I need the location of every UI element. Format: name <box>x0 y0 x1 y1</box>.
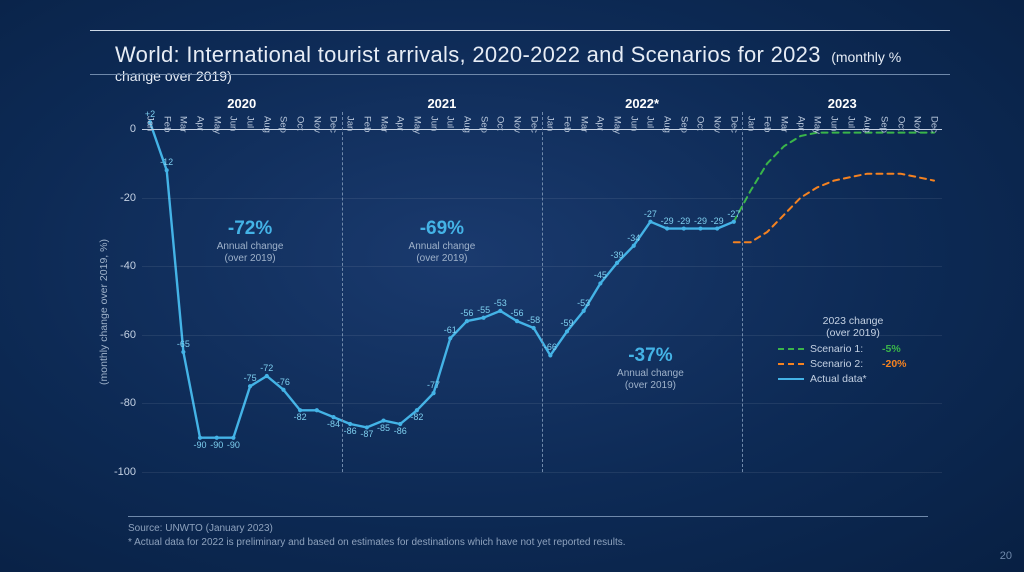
gridline <box>142 472 942 473</box>
month-label: Jul <box>245 116 256 128</box>
annual-change-value: -37% <box>595 345 705 367</box>
month-label: Aug <box>662 116 673 133</box>
year-separator <box>342 112 343 472</box>
annual-change-text: Annual change(over 2019) <box>387 241 497 265</box>
month-label: Dec <box>929 116 940 133</box>
chart-title: World: International tourist arrivals, 2… <box>115 42 935 86</box>
month-label: Feb <box>562 116 573 132</box>
month-label: Feb <box>361 116 372 132</box>
month-label: Jul <box>845 116 856 128</box>
year-label: 2023 <box>828 96 857 111</box>
month-label: Jan <box>145 116 156 131</box>
title-rule-top <box>90 30 950 31</box>
year-label: 2022* <box>625 96 659 111</box>
legend-heading: 2023 change(over 2019) <box>778 315 928 339</box>
slide: World: International tourist arrivals, 2… <box>0 0 1024 572</box>
month-label: Nov <box>311 116 322 133</box>
month-label: Nov <box>712 116 723 133</box>
annual-change-value: -72% <box>195 218 305 240</box>
legend-swatch <box>778 348 804 350</box>
month-label: Jun <box>628 116 639 131</box>
month-label: Aug <box>261 116 272 133</box>
annual-change-text: Annual change(over 2019) <box>595 368 705 392</box>
month-label: Feb <box>762 116 773 132</box>
month-label: Jun <box>828 116 839 131</box>
month-label: Mar <box>178 116 189 132</box>
month-label: Sep <box>478 116 489 133</box>
month-label: Sep <box>878 116 889 133</box>
y-tick-label: -60 <box>106 329 136 341</box>
year-label: 2021 <box>427 96 456 111</box>
month-label: May <box>411 116 422 134</box>
month-label: May <box>812 116 823 134</box>
month-label: Apr <box>795 116 806 131</box>
page-number: 20 <box>1000 550 1012 562</box>
y-tick-label: -40 <box>106 260 136 272</box>
plot-area: (monthly change over 2019, %) 0-20-40-60… <box>142 112 942 472</box>
year-separator <box>742 112 743 472</box>
month-label: Aug <box>461 116 472 133</box>
month-label: Feb <box>161 116 172 132</box>
month-label: Mar <box>778 116 789 132</box>
annual-change-value: -69% <box>387 218 497 240</box>
month-label: Apr <box>395 116 406 131</box>
month-label: Jan <box>545 116 556 131</box>
month-label: Oct <box>695 116 706 131</box>
annual-change-annotation: -72%Annual change(over 2019) <box>195 218 305 265</box>
chart: (monthly change over 2019, %) 0-20-40-60… <box>90 90 950 510</box>
annual-change-annotation: -37%Annual change(over 2019) <box>595 345 705 392</box>
month-label: Mar <box>378 116 389 132</box>
month-label: Oct <box>495 116 506 131</box>
month-label: Jun <box>228 116 239 131</box>
month-label: Jul <box>645 116 656 128</box>
legend-name: Scenario 1: <box>810 343 882 355</box>
month-label: Oct <box>895 116 906 131</box>
legend-row: Actual data* <box>778 373 928 385</box>
legend-swatch <box>778 363 804 365</box>
month-label: Jan <box>745 116 756 131</box>
month-label: May <box>612 116 623 134</box>
title-rule-bottom <box>90 74 950 75</box>
annual-change-annotation: -69%Annual change(over 2019) <box>387 218 497 265</box>
month-label: Nov <box>511 116 522 133</box>
legend-swatch <box>778 378 804 380</box>
y-tick-label: -100 <box>106 466 136 478</box>
legend-name: Scenario 2: <box>810 358 882 370</box>
annual-change-text: Annual change(over 2019) <box>195 241 305 265</box>
note-line: * Actual data for 2022 is preliminary an… <box>128 536 626 550</box>
footnote: Source: UNWTO (January 2023) * Actual da… <box>128 522 626 549</box>
month-label: Apr <box>195 116 206 131</box>
month-label: Dec <box>728 116 739 133</box>
source-line: Source: UNWTO (January 2023) <box>128 522 626 536</box>
month-label: Apr <box>595 116 606 131</box>
month-label: Dec <box>528 116 539 133</box>
month-label: Dec <box>328 116 339 133</box>
month-label: Jul <box>445 116 456 128</box>
y-tick-label: -80 <box>106 397 136 409</box>
month-label: Mar <box>578 116 589 132</box>
month-label: Nov <box>912 116 923 133</box>
legend: 2023 change(over 2019) Scenario 1:-5%Sce… <box>778 315 928 388</box>
month-label: May <box>211 116 222 134</box>
legend-name: Actual data* <box>810 373 882 385</box>
footer-rule <box>128 516 928 517</box>
month-label: Oct <box>295 116 306 131</box>
month-label: Jun <box>428 116 439 131</box>
chart-title-main: World: International tourist arrivals, 2… <box>115 42 821 67</box>
legend-row: Scenario 2:-20% <box>778 358 928 370</box>
month-label: Aug <box>862 116 873 133</box>
month-label: Jan <box>345 116 356 131</box>
legend-value: -20% <box>882 358 907 370</box>
month-label: Sep <box>278 116 289 133</box>
legend-row: Scenario 1:-5% <box>778 343 928 355</box>
y-tick-label: 0 <box>106 123 136 135</box>
month-label: Sep <box>678 116 689 133</box>
year-separator <box>542 112 543 472</box>
year-label: 2020 <box>227 96 256 111</box>
legend-value: -5% <box>882 343 901 355</box>
y-tick-label: -20 <box>106 192 136 204</box>
